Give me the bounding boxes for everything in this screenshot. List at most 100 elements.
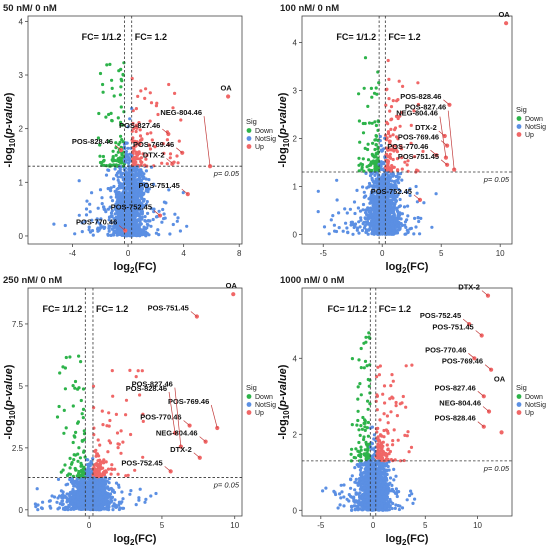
feature-point — [112, 185, 115, 188]
feature-point — [36, 487, 39, 490]
feature-point — [110, 467, 113, 470]
feature-point — [331, 214, 334, 217]
feature-point — [360, 393, 363, 396]
feature-point — [119, 452, 122, 455]
feature-point — [58, 506, 61, 509]
feature-point — [349, 487, 352, 490]
feature-point — [80, 399, 83, 402]
legend-label: Down — [255, 128, 273, 135]
feature-point — [56, 415, 59, 418]
legend-label: Down — [255, 394, 273, 401]
feature-point — [417, 220, 420, 223]
feature-point — [135, 193, 138, 196]
feature-point — [106, 485, 109, 488]
y-tick-label: 1 — [19, 178, 24, 187]
feature-point — [390, 118, 393, 121]
feature-point — [156, 228, 159, 231]
feature-point — [135, 130, 138, 133]
feature-point — [417, 216, 420, 219]
feature-point — [115, 482, 118, 485]
feature-point — [118, 508, 121, 511]
feature-point — [373, 120, 376, 123]
feature-point — [56, 496, 59, 499]
feature-point — [149, 494, 152, 497]
feature-point — [77, 486, 80, 489]
x-tick-label: 5 — [439, 249, 444, 258]
feature-point — [407, 170, 410, 173]
feature-point — [342, 230, 345, 233]
feature-point — [397, 211, 400, 214]
feature-point — [82, 416, 85, 419]
feature-point — [367, 143, 370, 146]
feature-point — [77, 420, 80, 423]
feature-point — [317, 210, 320, 213]
feature-point — [330, 218, 333, 221]
feature-point — [65, 426, 68, 429]
feature-point — [373, 92, 376, 95]
feature-point — [64, 224, 67, 227]
feature-point — [380, 144, 383, 147]
annotation-label: POS-769.46 — [133, 140, 174, 149]
annotation-label: POS-752.45 — [111, 203, 152, 212]
feature-point — [364, 231, 367, 234]
annotation-label: POS-828.46 — [400, 92, 441, 101]
feature-point — [126, 153, 129, 156]
feature-point — [389, 153, 392, 156]
feature-point — [367, 211, 370, 214]
x-tick-label: 10 — [496, 249, 505, 258]
feature-point — [135, 107, 138, 110]
feature-point — [375, 124, 378, 127]
feature-point — [136, 214, 139, 217]
feature-point — [65, 356, 68, 359]
feature-point — [368, 121, 371, 124]
feature-point — [358, 141, 361, 144]
feature-point — [137, 369, 140, 372]
feature-point — [68, 493, 71, 496]
feature-point — [119, 93, 122, 96]
feature-point — [79, 462, 82, 465]
feature-point — [73, 434, 76, 437]
feature-point — [369, 207, 372, 210]
x-tick-label: -5 — [320, 249, 328, 258]
feature-point — [99, 467, 102, 470]
feature-point — [98, 444, 101, 447]
feature-point — [66, 492, 69, 495]
feature-point — [69, 498, 72, 501]
feature-point — [119, 68, 122, 71]
feature-point — [92, 234, 95, 237]
feature-point — [78, 214, 81, 217]
feature-point — [169, 152, 172, 155]
feature-point — [136, 95, 139, 98]
feature-point — [111, 490, 114, 493]
feature-point — [111, 395, 114, 398]
feature-point — [107, 169, 110, 172]
feature-point — [387, 78, 390, 81]
feature-point — [90, 191, 93, 194]
feature-point — [401, 168, 404, 171]
feature-point — [364, 56, 367, 59]
feature-point — [117, 176, 120, 179]
feature-point — [393, 180, 396, 183]
feature-point — [149, 225, 152, 228]
feature-point — [97, 112, 100, 115]
feature-point — [149, 131, 152, 134]
feature-point — [96, 502, 99, 505]
feature-point — [76, 453, 79, 456]
annotation-label: POS-752.45 — [121, 458, 162, 467]
feature-point — [115, 413, 118, 416]
feature-point — [372, 180, 375, 183]
feature-point — [380, 149, 383, 152]
feature-point — [77, 446, 80, 449]
feature-point — [115, 154, 118, 157]
annotation-label: POS-827.46 — [119, 121, 160, 130]
x-tick-label: 0 — [380, 249, 385, 258]
annotation-label: POS-769.46 — [398, 133, 439, 142]
feature-point — [418, 232, 421, 235]
feature-point — [79, 506, 82, 509]
feature-point — [57, 478, 60, 481]
feature-point — [117, 116, 120, 119]
annotation-label: DTX-2 — [415, 123, 437, 132]
